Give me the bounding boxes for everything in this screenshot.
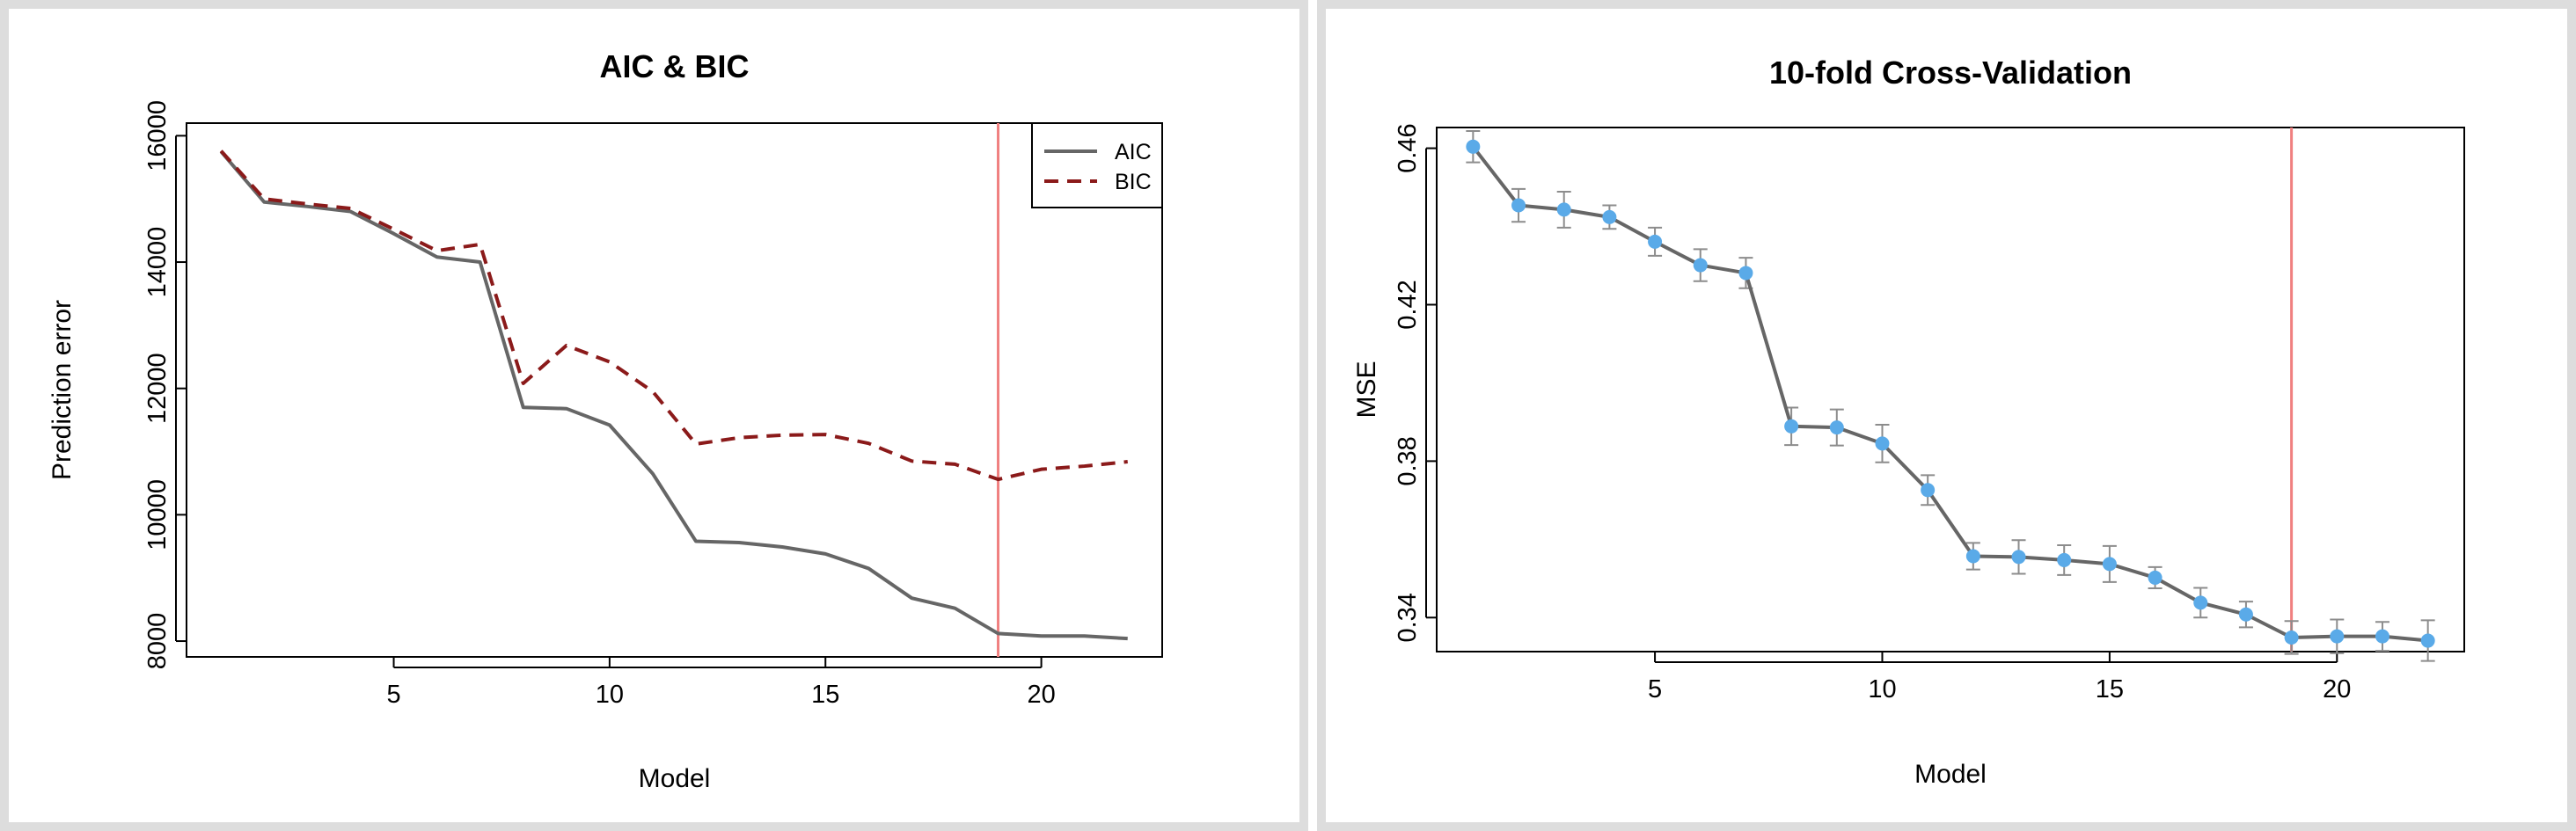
y-tick-label: 8000 bbox=[143, 613, 172, 670]
y-tick-label: 0.46 bbox=[1394, 123, 1422, 172]
x-axis-label: Model bbox=[639, 764, 711, 793]
x-tick-label: 10 bbox=[1868, 675, 1896, 703]
x-tick-label: 15 bbox=[811, 681, 839, 709]
x-tick-label: 5 bbox=[386, 681, 400, 709]
aic-series-line bbox=[219, 150, 1128, 641]
plot-frame bbox=[186, 122, 1163, 658]
x-tick-label: 20 bbox=[2323, 675, 2351, 703]
mse-point bbox=[2148, 570, 2163, 585]
mse-point bbox=[2193, 595, 2208, 610]
chart-title: 10-fold Cross-Validation bbox=[1769, 55, 2132, 91]
mse-point bbox=[1829, 420, 1844, 435]
mse-point bbox=[2011, 550, 2026, 565]
mse-point bbox=[1602, 209, 1617, 224]
x-tick-label: 5 bbox=[1648, 675, 1662, 703]
mse-point bbox=[1648, 234, 1663, 249]
y-tick-label: 12000 bbox=[143, 353, 172, 424]
mse-point bbox=[2238, 607, 2253, 622]
x-tick-label: 10 bbox=[596, 681, 624, 709]
bic-series-line bbox=[219, 149, 1128, 482]
y-tick-label: 10000 bbox=[143, 479, 172, 550]
mse-point bbox=[2330, 629, 2345, 644]
mse-point bbox=[1921, 483, 1936, 498]
y-tick-label: 0.42 bbox=[1394, 280, 1422, 329]
cross-validation-panel: 10-fold Cross-Validation 5 10 15 20 0.34 0.38 0… bbox=[1317, 0, 2576, 831]
mse-series-line bbox=[1471, 145, 2428, 643]
x-tick-label: 20 bbox=[1027, 681, 1055, 709]
y-tick-label: 0.34 bbox=[1394, 593, 1422, 642]
legend-box bbox=[1031, 122, 1163, 208]
mse-point bbox=[1693, 258, 1708, 273]
mse-point bbox=[2420, 633, 2435, 648]
mse-point bbox=[2102, 557, 2117, 572]
legend-label-aic: AIC bbox=[1115, 140, 1152, 164]
mse-point bbox=[1511, 198, 1526, 213]
mse-point bbox=[1784, 419, 1799, 434]
mse-point bbox=[2057, 552, 2072, 567]
aic-bic-panel: AIC & BIC 5 10 15 20 8000 10000 12000 14000 16000… bbox=[0, 0, 1308, 831]
plot-frame bbox=[1436, 127, 2465, 652]
x-axis-label: Model bbox=[1914, 760, 1987, 789]
mse-point bbox=[1875, 436, 1890, 451]
mse-point bbox=[1965, 549, 1980, 564]
y-tick-label: 16000 bbox=[143, 100, 172, 171]
y-axis-label: MSE bbox=[1352, 361, 1381, 418]
mse-point bbox=[1556, 202, 1571, 217]
y-axis-label: Prediction error bbox=[48, 300, 77, 480]
aic-bic-chart: AIC & BIC 5 10 15 20 8000 10000 12000 14000 16000… bbox=[48, 48, 1163, 793]
y-tick-label: 0.38 bbox=[1394, 436, 1422, 485]
mse-point bbox=[1466, 139, 1481, 154]
mse-point bbox=[1738, 266, 1753, 281]
mse-point bbox=[2284, 630, 2299, 645]
mse-point bbox=[2375, 629, 2389, 644]
cross-validation-chart: 10-fold Cross-Validation 5 10 15 20 0.34 0.38 0… bbox=[1352, 55, 2465, 789]
x-tick-label: 15 bbox=[2096, 675, 2124, 703]
legend-label-bic: BIC bbox=[1115, 170, 1152, 194]
chart-title: AIC & BIC bbox=[600, 48, 750, 84]
y-tick-label: 14000 bbox=[143, 227, 172, 298]
